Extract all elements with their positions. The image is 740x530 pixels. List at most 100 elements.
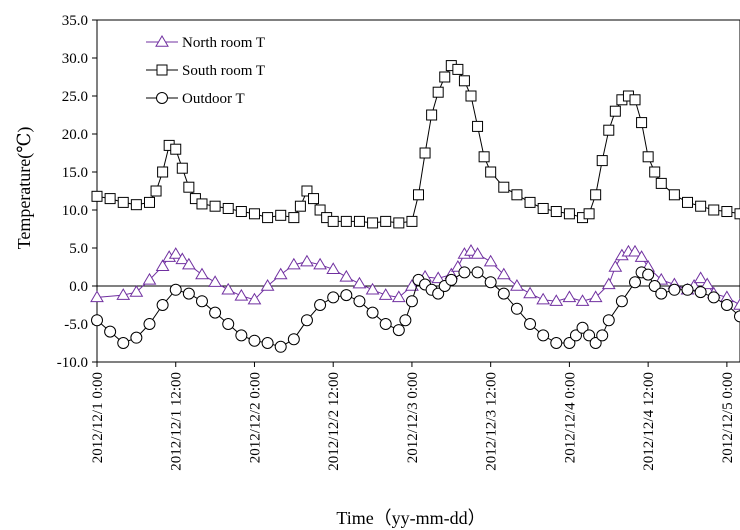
x-tick-label: 2012/12/2 0:00 <box>247 372 263 463</box>
data-point-marker <box>649 166 661 178</box>
legend-item: South room T <box>146 63 265 79</box>
data-point-marker <box>405 295 418 308</box>
x-tick-label: 2012/12/1 12:00 <box>169 372 185 471</box>
y-tick-label: 20.0 <box>62 127 88 143</box>
data-point-marker <box>470 247 485 259</box>
data-point-marker <box>682 196 694 208</box>
data-point-marker <box>668 283 681 296</box>
data-point-marker <box>352 276 367 289</box>
data-point-marker <box>524 196 536 208</box>
data-point-marker <box>116 288 131 300</box>
data-point-marker <box>195 295 208 308</box>
data-point-marker <box>367 217 379 229</box>
data-point-marker <box>569 329 582 342</box>
data-point-marker <box>655 177 667 189</box>
data-point-marker <box>247 292 262 305</box>
data-point-marker <box>168 247 183 259</box>
data-point-marker <box>196 198 208 210</box>
data-point-marker <box>734 208 740 220</box>
data-point-marker <box>91 190 103 202</box>
data-point-marker <box>615 295 628 308</box>
data-point-marker <box>596 155 608 167</box>
data-point-marker <box>510 302 523 315</box>
data-point-marker <box>583 329 596 342</box>
data-point-marker <box>222 202 234 214</box>
data-point-marker <box>104 325 117 338</box>
data-point-marker <box>181 257 196 270</box>
data-point-marker <box>380 215 392 227</box>
data-point-marker <box>426 109 438 121</box>
data-point-marker <box>261 337 274 349</box>
data-point-marker <box>313 257 327 270</box>
data-point-marker <box>445 273 458 286</box>
data-point-marker <box>629 276 642 289</box>
data-point-marker <box>262 212 274 224</box>
data-point-marker <box>379 318 392 330</box>
y-tick-label: 10.0 <box>62 203 88 219</box>
data-point-marker <box>221 282 236 295</box>
data-point-marker <box>439 71 451 83</box>
x-tick-label: 2012/12/2 12:00 <box>326 372 342 471</box>
data-point-marker <box>708 204 720 216</box>
data-point-marker <box>248 334 261 347</box>
x-tick-label: 2012/12/3 12:00 <box>484 372 500 471</box>
data-point-marker <box>576 321 589 334</box>
data-point-marker <box>314 204 326 216</box>
data-point-marker <box>694 286 707 299</box>
data-point-marker <box>91 314 103 327</box>
data-point-marker <box>511 189 523 201</box>
legend-marker <box>155 35 169 47</box>
data-point-marker <box>563 208 575 220</box>
y-tick-label: 30.0 <box>62 51 88 67</box>
data-point-marker <box>129 285 144 297</box>
data-point-marker <box>195 267 209 280</box>
data-point-marker <box>648 280 661 292</box>
data-point-marker <box>510 279 524 291</box>
data-point-marker <box>286 257 301 270</box>
data-point-marker <box>642 151 654 163</box>
data-point-marker <box>537 202 549 214</box>
data-point-marker <box>130 199 142 211</box>
data-point-marker <box>143 318 156 330</box>
data-point-marker <box>170 143 182 155</box>
data-point-marker <box>406 215 418 227</box>
data-point-marker <box>609 105 621 117</box>
data-point-marker <box>589 337 602 349</box>
data-point-marker <box>175 252 190 265</box>
y-tick-label: 5.0 <box>69 241 88 257</box>
series-layer <box>90 60 740 353</box>
data-point-marker <box>720 299 733 311</box>
data-point-marker <box>575 294 590 306</box>
data-point-marker <box>294 200 306 212</box>
data-point-marker <box>419 147 431 159</box>
data-point-marker <box>432 86 444 98</box>
data-point-marker <box>432 287 445 300</box>
data-point-marker <box>130 331 143 344</box>
y-axis: 35.0 30.0 25.0 20.0 15.0 10.0 5.0 0.0 -5.0 -10.0 <box>57 13 97 371</box>
data-point-marker <box>478 151 490 163</box>
data-point-marker <box>562 290 577 303</box>
data-point-marker <box>275 209 287 221</box>
data-point-marker <box>458 75 470 87</box>
data-point-marker <box>636 117 648 129</box>
data-point-marker <box>464 244 478 256</box>
data-point-marker <box>537 329 550 342</box>
data-point-marker <box>721 206 733 218</box>
data-point-marker <box>274 340 287 353</box>
data-point-marker <box>642 268 655 281</box>
data-point-marker <box>628 244 642 257</box>
data-point-marker <box>288 212 300 224</box>
data-point-marker <box>157 166 169 178</box>
data-point-marker <box>260 279 275 291</box>
data-point-marker <box>182 287 195 300</box>
x-tick-label: 2012/12/4 0:00 <box>562 372 578 463</box>
data-point-marker <box>693 271 708 284</box>
data-point-marker <box>497 287 510 300</box>
data-point-marker <box>483 254 498 267</box>
data-point-marker <box>308 193 320 205</box>
data-point-marker <box>452 63 464 75</box>
data-point-marker <box>117 196 129 208</box>
y-tick-label: 35.0 <box>62 13 88 29</box>
data-point-marker <box>326 262 341 274</box>
